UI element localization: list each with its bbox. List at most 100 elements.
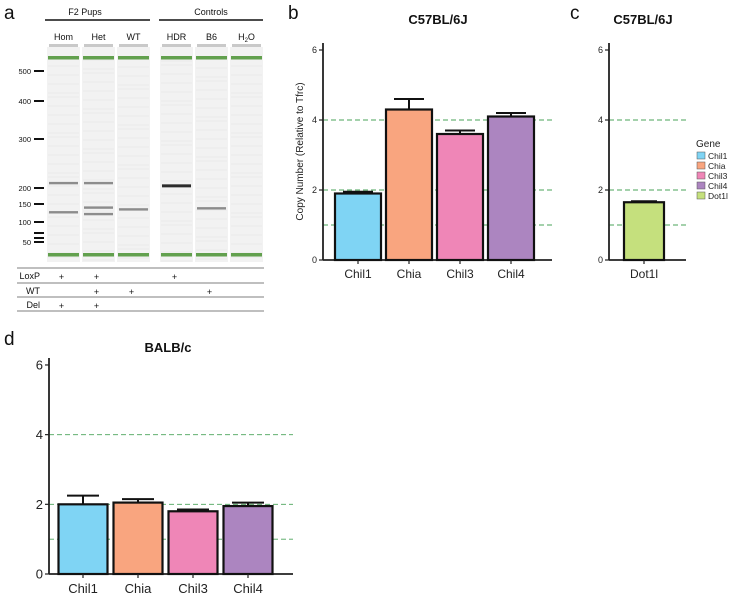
- dna-band: [119, 208, 148, 211]
- gel-well: [162, 44, 191, 47]
- gel-well: [232, 44, 261, 47]
- x-tick-label: Chil1: [344, 267, 372, 281]
- marker-band: [118, 253, 149, 257]
- panel-letter-a: a: [4, 3, 15, 24]
- genotype-mark: +: [172, 272, 177, 282]
- group-label-pups: F2 Pups: [68, 7, 102, 17]
- genotype-table: LoxP + + + WT + + + Del + +: [17, 267, 264, 312]
- legend-swatch: [696, 161, 706, 170]
- lane-label: Het: [91, 32, 106, 42]
- gel-lane: [82, 47, 115, 262]
- genotype-mark: +: [59, 272, 64, 282]
- y-tick-label: 6: [36, 357, 43, 372]
- legend-label: Dot1l: [708, 191, 728, 201]
- group-label-controls: Controls: [194, 7, 228, 17]
- ladder-label: 100: [18, 218, 31, 227]
- marker-band: [161, 56, 192, 60]
- genotype-label: LoxP: [19, 271, 40, 281]
- y-tick-label: 4: [312, 115, 317, 125]
- genotype-mark: +: [94, 272, 99, 282]
- lane-label: WT: [127, 32, 141, 42]
- y-tick-label: 4: [36, 427, 43, 442]
- genotype-mark: +: [94, 301, 99, 311]
- legend-label: Chil3: [708, 171, 728, 181]
- gel-well: [49, 44, 78, 47]
- bar: [167, 510, 219, 576]
- legend-swatch: [696, 151, 706, 160]
- y-tick-label: 0: [36, 567, 43, 582]
- x-tick-label: Chil3: [446, 267, 474, 281]
- y-tick-label: 2: [598, 185, 603, 195]
- x-tick-label: Chia: [397, 267, 422, 281]
- legend-label: Chil1: [708, 151, 728, 161]
- marker-band: [48, 56, 79, 60]
- bar: [333, 192, 383, 262]
- genotype-label: Del: [26, 300, 40, 310]
- dna-band: [84, 206, 113, 209]
- gel-lane: [230, 47, 263, 262]
- ladder-label: 150: [18, 200, 31, 209]
- bar: [435, 132, 485, 262]
- lane-label-subscript: 2: [245, 38, 249, 44]
- genotype-mark: +: [129, 287, 134, 297]
- chart-title: C57BL/6J: [408, 12, 467, 27]
- legend-title: Gene: [696, 139, 721, 150]
- gel-lane: [47, 47, 80, 262]
- marker-band: [48, 253, 79, 257]
- dna-band: [49, 211, 78, 214]
- marker-band: [231, 56, 262, 60]
- x-tick-label: Dot1l: [630, 267, 658, 281]
- legend-swatch: [696, 171, 706, 180]
- chart-title: BALB/c: [145, 340, 192, 355]
- y-tick-label: 0: [312, 255, 317, 265]
- bar: [384, 108, 434, 262]
- dna-band: [162, 184, 191, 188]
- lane-label: B6: [206, 32, 217, 42]
- panel-letter-b: b: [288, 3, 299, 24]
- marker-band: [231, 253, 262, 257]
- dna-band: [197, 207, 226, 210]
- marker-band: [161, 253, 192, 257]
- gel-panel: F2 Pups Controls Hom Het WT HDR B6 H2O 500 400…: [17, 7, 264, 312]
- bar: [622, 201, 666, 262]
- legend-swatch: [696, 191, 706, 200]
- chart-title: C57BL/6J: [613, 12, 672, 27]
- ladder-label: 200: [18, 184, 31, 193]
- x-tick-label: Chil1: [68, 581, 98, 595]
- y-tick-label: 2: [312, 185, 317, 195]
- gel-well: [197, 44, 226, 47]
- gel-lane: [195, 47, 228, 262]
- x-tick-label: Chil4: [233, 581, 263, 595]
- chart-c: C57BL/6J 0 2 4 6 Dot1l: [598, 12, 686, 281]
- y-tick-label: 0: [598, 255, 603, 265]
- lane-label: Hom: [54, 32, 73, 42]
- genotype-mark: +: [94, 287, 99, 297]
- chart-d: BALB/c 0 2 4 6 Chil1 Chia Chil3 Chil4: [36, 340, 293, 595]
- panel-letter-c: c: [570, 3, 580, 24]
- ladder-label: 300: [18, 135, 31, 144]
- lane-label-rest: O: [248, 32, 255, 42]
- legend-swatch: [696, 181, 706, 190]
- y-tick-label: 6: [598, 45, 603, 55]
- legend-label: Chil4: [708, 181, 728, 191]
- marker-band: [196, 253, 227, 257]
- dna-band: [84, 181, 113, 185]
- gel-well: [84, 44, 113, 47]
- bar: [222, 504, 274, 576]
- gel-lanes: Hom Het WT HDR B6 H2O: [47, 32, 263, 262]
- x-tick-label: Chil3: [178, 581, 208, 595]
- genotype-mark: +: [207, 287, 212, 297]
- y-tick-label: 4: [598, 115, 603, 125]
- y-tick-label: 6: [312, 45, 317, 55]
- genotype-label: WT: [26, 286, 40, 296]
- dna-band: [84, 212, 113, 216]
- ladder-ticks: 500 400 300 200 150 100 50: [18, 67, 44, 247]
- ladder-label: 400: [18, 97, 31, 106]
- bar: [486, 115, 536, 262]
- legend-label: Chia: [708, 161, 726, 171]
- dna-band: [49, 181, 78, 185]
- ladder-label: 500: [18, 67, 31, 76]
- marker-band: [196, 56, 227, 60]
